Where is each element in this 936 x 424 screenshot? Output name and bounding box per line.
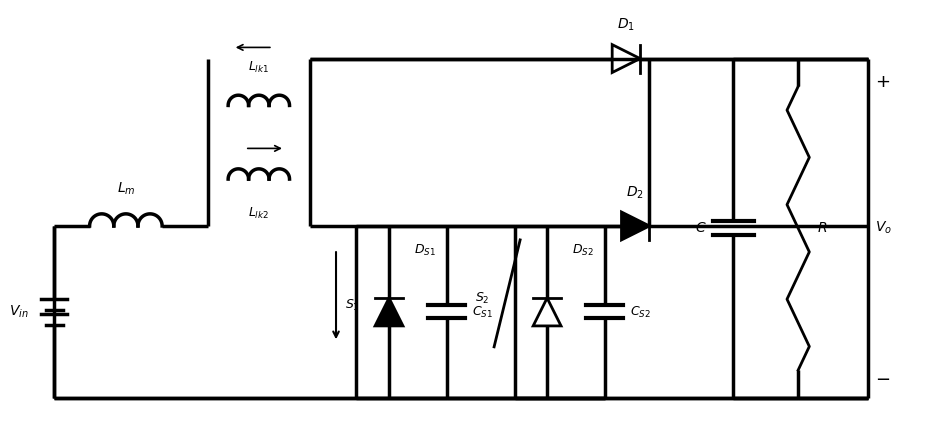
Text: $C$: $C$ bbox=[695, 221, 707, 235]
Text: $V_{in}$: $V_{in}$ bbox=[8, 304, 28, 320]
Text: $R$: $R$ bbox=[817, 221, 827, 235]
Text: $D_2$: $D_2$ bbox=[626, 184, 644, 201]
Text: $+$: $+$ bbox=[875, 73, 890, 90]
Text: $C_{S1}$: $C_{S1}$ bbox=[472, 304, 492, 320]
Text: $D_{S2}$: $D_{S2}$ bbox=[572, 243, 594, 258]
Text: $D_{S1}$: $D_{S1}$ bbox=[414, 243, 436, 258]
Text: $D_1$: $D_1$ bbox=[617, 17, 636, 33]
Text: $L_m$: $L_m$ bbox=[117, 181, 135, 197]
Text: $C_{S2}$: $C_{S2}$ bbox=[630, 304, 651, 320]
Text: $S_2$: $S_2$ bbox=[475, 290, 490, 306]
Text: $V_o$: $V_o$ bbox=[875, 220, 892, 237]
Polygon shape bbox=[622, 212, 650, 240]
Text: $L_{lk2}$: $L_{lk2}$ bbox=[248, 206, 270, 221]
Text: $L_{lk1}$: $L_{lk1}$ bbox=[248, 60, 270, 75]
Text: $S_1$: $S_1$ bbox=[345, 298, 360, 312]
Polygon shape bbox=[375, 298, 403, 326]
Text: $-$: $-$ bbox=[875, 369, 890, 387]
